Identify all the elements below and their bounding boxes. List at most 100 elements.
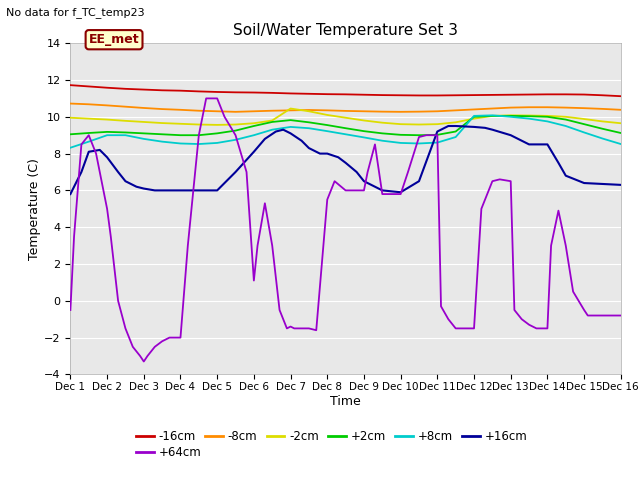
-2cm [415, 121, 423, 127]
-8cm [562, 105, 570, 110]
+16cm [481, 125, 489, 131]
+16cm [170, 188, 177, 193]
Line: +64cm: +64cm [70, 98, 621, 361]
-2cm [397, 121, 404, 127]
+16cm [305, 145, 313, 151]
-2cm [378, 120, 386, 126]
+8cm [598, 136, 606, 142]
+16cm [250, 149, 258, 155]
+2cm [103, 129, 111, 135]
-16cm [85, 84, 93, 89]
-8cm [177, 107, 184, 113]
+16cm [488, 127, 496, 132]
-8cm [85, 101, 93, 107]
-16cm [415, 93, 423, 98]
+2cm [140, 131, 148, 136]
+8cm [250, 132, 258, 138]
+16cm [85, 149, 93, 155]
Text: No data for f_TC_temp23: No data for f_TC_temp23 [6, 7, 145, 18]
-16cm [397, 92, 404, 98]
-2cm [195, 121, 203, 127]
+2cm [543, 114, 551, 120]
-16cm [488, 92, 496, 98]
+8cm [323, 128, 331, 134]
+16cm [598, 181, 606, 187]
+16cm [280, 127, 287, 132]
Title: Soil/Water Temperature Set 3: Soil/Water Temperature Set 3 [233, 23, 458, 38]
+2cm [562, 117, 570, 122]
-8cm [232, 109, 239, 115]
+2cm [415, 132, 423, 138]
-2cm [213, 122, 221, 128]
+8cm [562, 123, 570, 129]
+8cm [103, 132, 111, 138]
+2cm [488, 113, 496, 119]
-8cm [433, 108, 441, 114]
+8cm [507, 114, 515, 120]
-8cm [67, 101, 74, 107]
Line: -16cm: -16cm [70, 85, 621, 96]
+16cm [213, 188, 221, 193]
-16cm [378, 92, 386, 98]
+16cm [397, 190, 404, 195]
Y-axis label: Temperature (C): Temperature (C) [28, 158, 42, 260]
-8cm [543, 104, 551, 110]
-16cm [140, 87, 148, 93]
+2cm [232, 128, 239, 133]
-2cm [140, 119, 148, 125]
-16cm [342, 92, 349, 97]
+2cm [268, 119, 276, 125]
+16cm [353, 169, 360, 175]
+16cm [287, 131, 294, 136]
+16cm [122, 178, 129, 184]
+2cm [158, 132, 166, 137]
-2cm [177, 121, 184, 127]
-16cm [250, 90, 258, 96]
+16cm [77, 169, 85, 175]
+2cm [342, 125, 349, 131]
+8cm [158, 139, 166, 144]
+64cm [291, 325, 298, 331]
+16cm [323, 151, 331, 156]
+16cm [132, 184, 140, 190]
-2cm [232, 121, 239, 127]
+16cm [518, 138, 525, 144]
+64cm [140, 359, 148, 364]
+2cm [177, 132, 184, 138]
+8cm [433, 140, 441, 145]
+16cm [562, 173, 570, 179]
+2cm [195, 132, 203, 138]
+8cm [85, 139, 93, 144]
+64cm [371, 142, 379, 147]
-2cm [525, 113, 533, 119]
+16cm [298, 138, 305, 144]
+2cm [525, 113, 533, 119]
-8cm [213, 108, 221, 114]
+8cm [122, 132, 129, 138]
-2cm [250, 120, 258, 126]
-16cm [433, 93, 441, 98]
-16cm [177, 88, 184, 94]
+2cm [323, 122, 331, 128]
+8cm [305, 125, 313, 131]
+16cm [371, 184, 379, 190]
+8cm [525, 116, 533, 121]
-16cm [103, 85, 111, 91]
+8cm [287, 124, 294, 130]
+2cm [397, 132, 404, 138]
-8cm [158, 106, 166, 112]
+2cm [213, 131, 221, 136]
-16cm [507, 92, 515, 97]
Text: EE_met: EE_met [89, 33, 140, 46]
+2cm [305, 120, 313, 125]
+8cm [213, 140, 221, 146]
+16cm [617, 182, 625, 188]
+8cm [543, 119, 551, 124]
+2cm [433, 132, 441, 138]
+16cm [525, 142, 533, 147]
+2cm [250, 123, 258, 129]
-2cm [562, 114, 570, 120]
+8cm [140, 136, 148, 142]
+8cm [195, 141, 203, 147]
-8cm [415, 109, 423, 115]
